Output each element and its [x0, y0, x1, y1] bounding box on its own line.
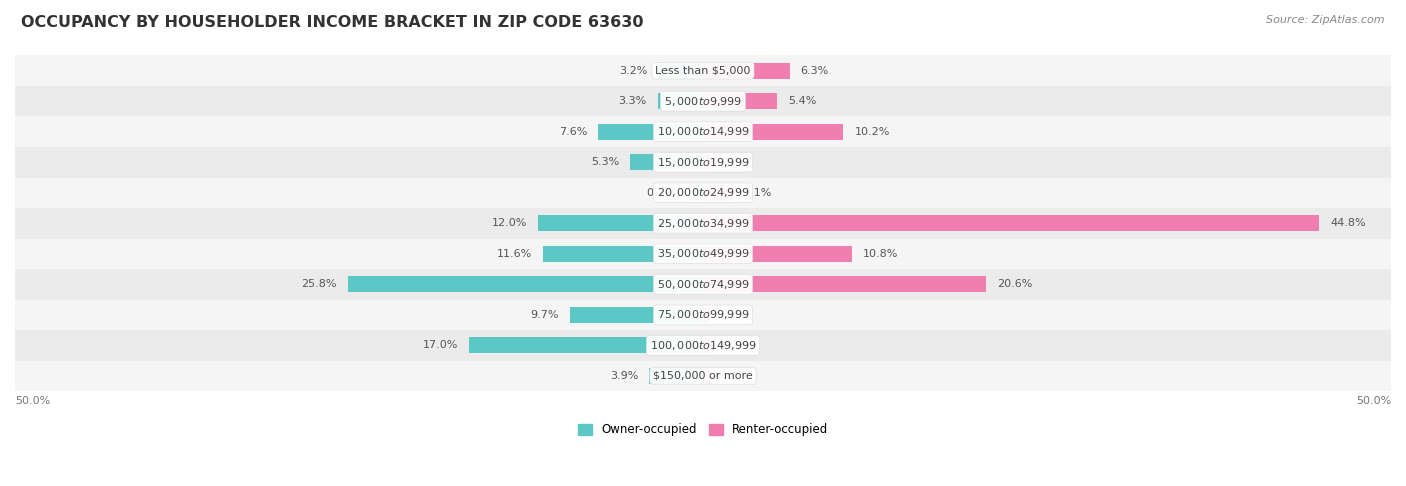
Bar: [15, 208, 1391, 239]
Text: 10.8%: 10.8%: [863, 249, 898, 259]
Bar: [15, 330, 1391, 361]
Bar: [538, 215, 703, 231]
Bar: [15, 117, 1391, 147]
Text: 50.0%: 50.0%: [15, 396, 51, 406]
Text: 7.6%: 7.6%: [560, 127, 588, 137]
Bar: [15, 269, 1391, 300]
Text: 3.2%: 3.2%: [620, 66, 648, 76]
Legend: Owner-occupied, Renter-occupied: Owner-occupied, Renter-occupied: [572, 418, 834, 441]
Bar: [703, 277, 987, 292]
Bar: [703, 63, 790, 79]
Text: $25,000 to $34,999: $25,000 to $34,999: [657, 217, 749, 230]
Bar: [470, 337, 703, 353]
Text: $10,000 to $14,999: $10,000 to $14,999: [657, 125, 749, 138]
Text: $75,000 to $99,999: $75,000 to $99,999: [657, 309, 749, 321]
Bar: [703, 337, 710, 353]
Bar: [15, 361, 1391, 391]
Text: 5.3%: 5.3%: [591, 157, 619, 167]
Bar: [15, 300, 1391, 330]
Bar: [569, 307, 703, 323]
Text: 20.6%: 20.6%: [997, 279, 1033, 289]
Text: 0.0%: 0.0%: [721, 340, 749, 350]
Text: 25.8%: 25.8%: [301, 279, 337, 289]
Bar: [703, 155, 710, 170]
Text: Source: ZipAtlas.com: Source: ZipAtlas.com: [1267, 15, 1385, 25]
Text: $20,000 to $24,999: $20,000 to $24,999: [657, 186, 749, 199]
Bar: [15, 239, 1391, 269]
Bar: [703, 185, 733, 201]
Bar: [703, 215, 1319, 231]
Text: 17.0%: 17.0%: [423, 340, 458, 350]
Text: 10.2%: 10.2%: [855, 127, 890, 137]
Text: 3.3%: 3.3%: [619, 96, 647, 106]
Text: 0.0%: 0.0%: [721, 371, 749, 381]
Bar: [349, 277, 703, 292]
Text: 6.3%: 6.3%: [800, 66, 830, 76]
Text: $150,000 or more: $150,000 or more: [654, 371, 752, 381]
Bar: [703, 93, 778, 109]
Bar: [15, 147, 1391, 177]
Text: 5.4%: 5.4%: [789, 96, 817, 106]
Text: $50,000 to $74,999: $50,000 to $74,999: [657, 278, 749, 291]
Text: OCCUPANCY BY HOUSEHOLDER INCOME BRACKET IN ZIP CODE 63630: OCCUPANCY BY HOUSEHOLDER INCOME BRACKET …: [21, 15, 644, 30]
Bar: [599, 124, 703, 139]
Text: $35,000 to $49,999: $35,000 to $49,999: [657, 247, 749, 260]
Text: 11.6%: 11.6%: [498, 249, 533, 259]
Bar: [658, 93, 703, 109]
Text: 3.9%: 3.9%: [610, 371, 638, 381]
Bar: [650, 368, 703, 384]
Bar: [543, 246, 703, 262]
Bar: [703, 246, 852, 262]
Bar: [703, 124, 844, 139]
Text: 50.0%: 50.0%: [1355, 396, 1391, 406]
Bar: [630, 155, 703, 170]
Text: 12.0%: 12.0%: [492, 218, 527, 228]
Bar: [15, 55, 1391, 86]
Text: 2.1%: 2.1%: [742, 188, 772, 198]
Bar: [703, 307, 710, 323]
Bar: [15, 177, 1391, 208]
Bar: [693, 185, 703, 201]
Text: $5,000 to $9,999: $5,000 to $9,999: [664, 95, 742, 108]
Bar: [15, 86, 1391, 117]
Bar: [703, 368, 710, 384]
Text: 0.0%: 0.0%: [721, 157, 749, 167]
Text: 9.7%: 9.7%: [530, 310, 558, 320]
Bar: [659, 63, 703, 79]
Text: Less than $5,000: Less than $5,000: [655, 66, 751, 76]
Text: 0.0%: 0.0%: [721, 310, 749, 320]
Text: $15,000 to $19,999: $15,000 to $19,999: [657, 156, 749, 169]
Text: $100,000 to $149,999: $100,000 to $149,999: [650, 339, 756, 352]
Text: 44.8%: 44.8%: [1330, 218, 1367, 228]
Text: 0.74%: 0.74%: [647, 188, 682, 198]
